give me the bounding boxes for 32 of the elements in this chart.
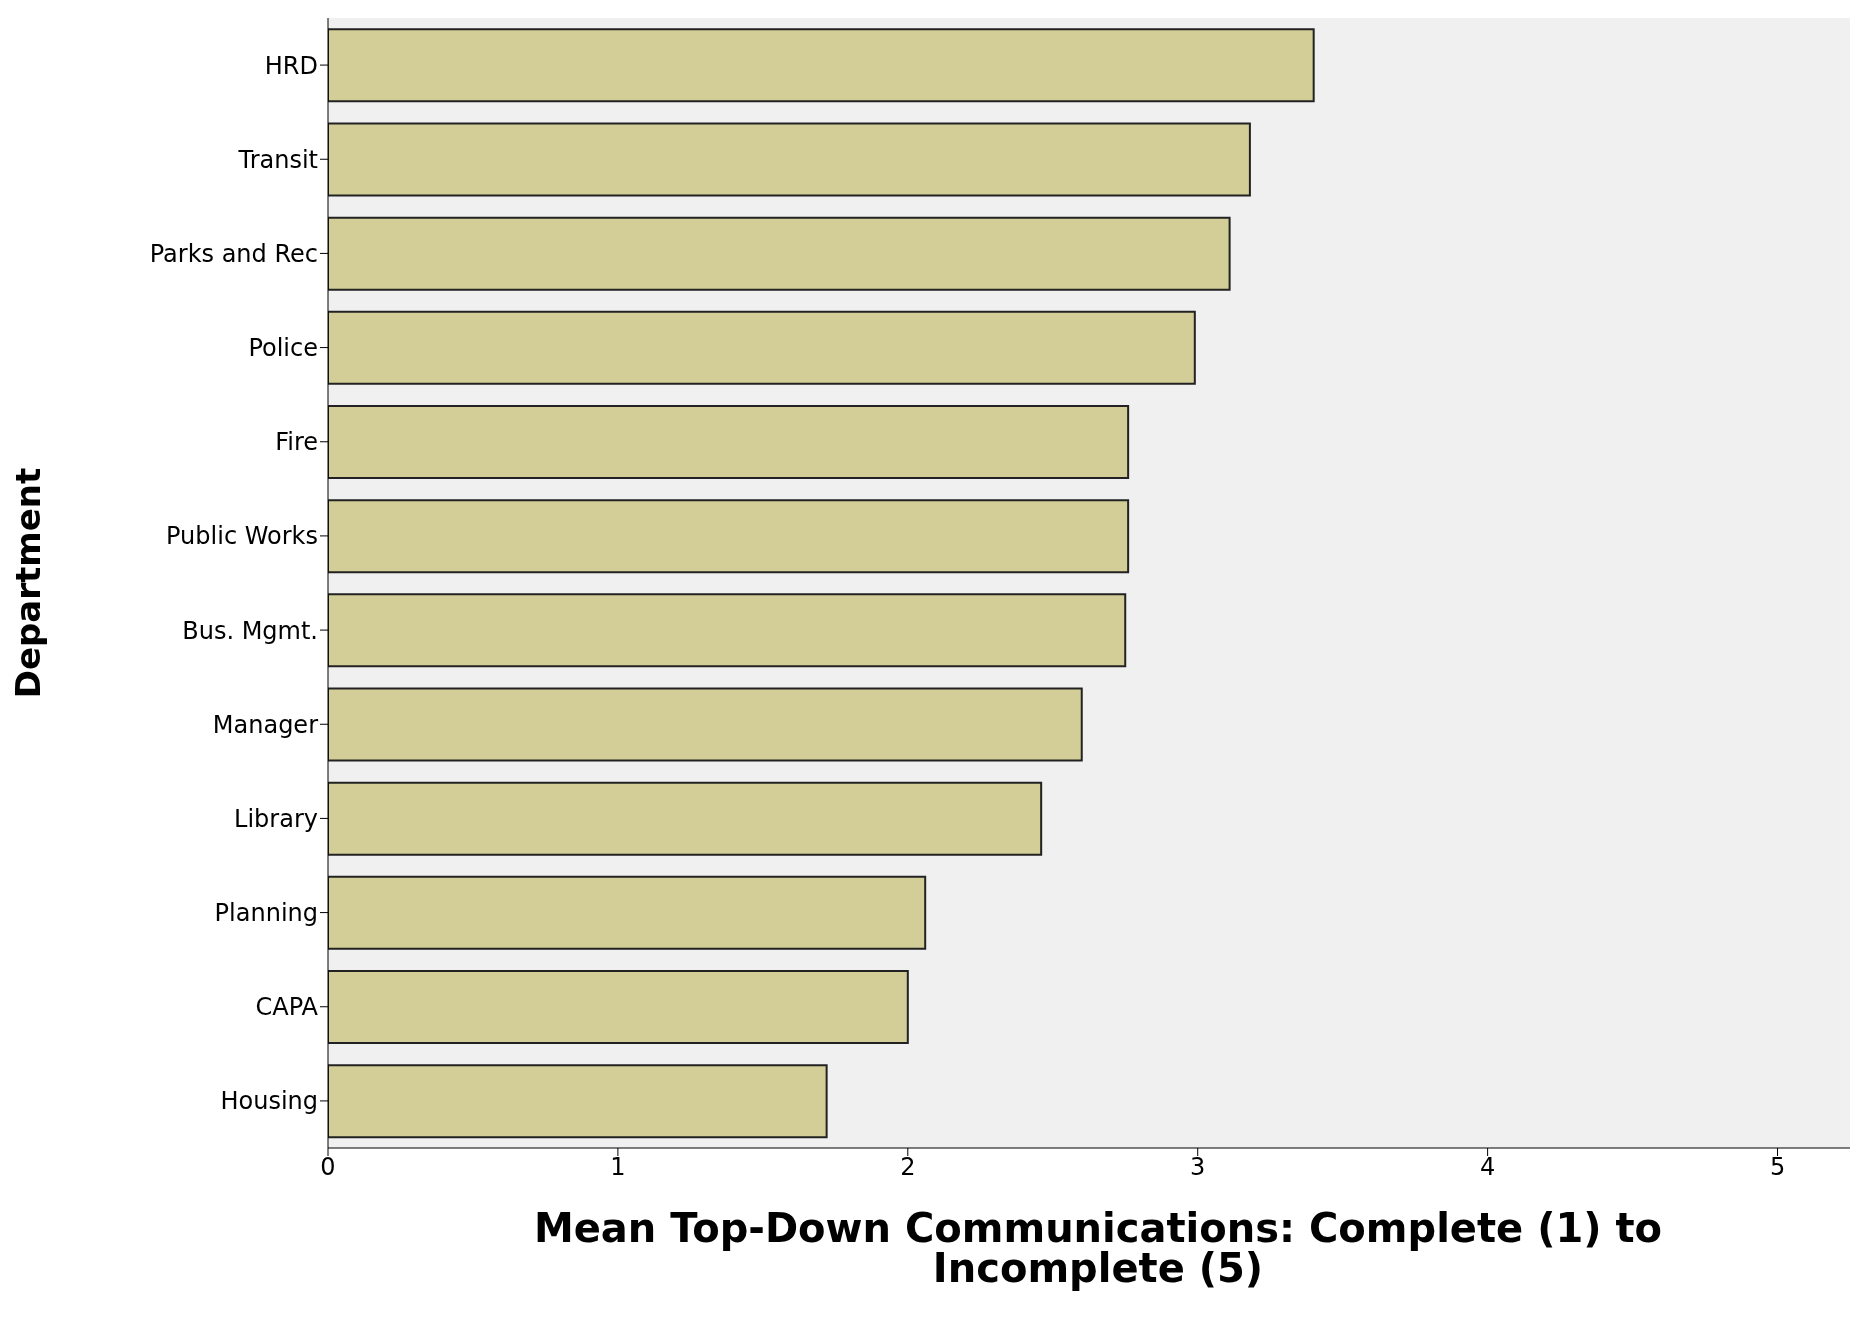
bar — [328, 404, 1130, 479]
bar — [328, 122, 1251, 197]
x-tick-label: 5 — [1769, 1153, 1786, 1182]
y-tick-label: HRD — [264, 51, 318, 80]
y-tick-label: Public Works — [166, 522, 318, 551]
bar — [328, 875, 927, 950]
x-tick-label: 2 — [900, 1153, 916, 1182]
bar — [328, 1064, 828, 1139]
x-tick-label: 4 — [1479, 1153, 1496, 1182]
y-tick-label: Transit — [237, 145, 318, 174]
bar — [328, 781, 1043, 856]
bar — [328, 310, 1196, 385]
y-tick-label: Bus. Mgmt. — [182, 616, 318, 645]
y-tick-label: Police — [248, 334, 318, 363]
bar — [328, 28, 1315, 103]
y-tick-label: Manager — [212, 710, 319, 739]
bar — [328, 969, 909, 1044]
x-axis-title: Mean Top-Down Communications: Complete (1) to Incomplete (5) — [532, 1205, 1664, 1291]
bar — [328, 499, 1130, 574]
x-tick-label: 3 — [1190, 1153, 1206, 1182]
y-axis-title: Department — [8, 467, 49, 699]
x-tick-label: 0 — [320, 1153, 336, 1182]
x-tick-label: 1 — [610, 1153, 626, 1182]
bar — [328, 687, 1083, 762]
y-tick-label: CAPA — [255, 993, 319, 1022]
y-tick-label: Housing — [220, 1087, 318, 1116]
y-tick-label: Library — [234, 804, 318, 833]
y-tick-label: Parks and Rec — [149, 239, 318, 268]
y-tick-label: Planning — [214, 899, 318, 928]
bar — [328, 216, 1231, 291]
y-tick-label: Fire — [275, 428, 318, 457]
bar — [328, 593, 1127, 668]
